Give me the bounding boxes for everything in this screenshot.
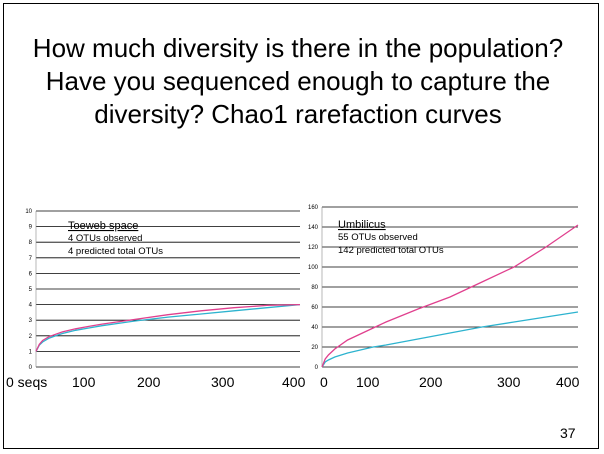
right-x-label-3: 300 <box>497 374 521 390</box>
chart1-y-tick-label: 7 <box>29 256 33 262</box>
chart2-y-tick-label: 60 <box>311 305 318 311</box>
right-x-label-0: 0 <box>320 374 328 390</box>
chart2-y-tick-label: 160 <box>308 205 319 211</box>
chart2-predicted-line <box>321 224 579 368</box>
chart1-annotation: 4 predicted total OTUs <box>68 246 163 257</box>
chart2-observed-line <box>321 311 579 368</box>
left-x-label-0: 0 seqs <box>6 374 48 390</box>
chart1-observed-line <box>35 303 301 352</box>
chart2-y-tick-label: 140 <box>308 225 319 231</box>
page-number: 37 <box>560 425 576 441</box>
chart1-y-tick-label: 4 <box>29 303 33 309</box>
right-x-label-2: 200 <box>419 374 443 390</box>
chart2-y-tick-label: 100 <box>308 265 319 271</box>
left-x-label-3: 300 <box>211 374 235 390</box>
chart1-y-tick-label: 10 <box>25 209 32 215</box>
slide-title: How much diversity is there in the popul… <box>0 32 596 131</box>
left-x-label-4: 400 <box>282 374 306 390</box>
left-x-label-2: 200 <box>137 374 161 390</box>
chart1-y-tick-label: 5 <box>29 287 33 293</box>
chart2-y-tick-label: 40 <box>311 325 318 331</box>
chart2-annotation: 55 OTUs observed <box>338 232 418 243</box>
chart2-y-tick-label: 0 <box>315 365 319 371</box>
chart1-y-tick-label: 2 <box>29 334 33 340</box>
right-x-label-1: 100 <box>356 374 380 390</box>
title-line-3: diversity? Chao1 rarefaction curves <box>94 99 502 129</box>
title-line-2: Have you sequenced enough to capture the <box>45 66 551 96</box>
chart1-y-tick-label: 1 <box>29 349 33 355</box>
chart2-annotation: 142 predicted total OTUs <box>338 245 444 256</box>
chart2-y-tick-label: 20 <box>311 345 318 351</box>
chart1-y-tick-label: 6 <box>29 271 33 277</box>
title-line-1: How much diversity is there in the popul… <box>32 33 564 63</box>
chart1-y-tick-label: 3 <box>29 318 33 324</box>
right-x-label-4: 400 <box>556 374 580 390</box>
chart1-y-tick-label: 9 <box>29 225 33 231</box>
chart2-y-tick-label: 120 <box>308 245 319 251</box>
chart2-title: Umbilicus <box>338 219 386 231</box>
chart1-y-tick-label: 0 <box>29 365 33 371</box>
chart1-y-tick-label: 8 <box>29 240 33 246</box>
chart1-predicted-line <box>35 303 301 352</box>
slide-frame <box>3 3 599 449</box>
left-x-label-1: 100 <box>72 374 96 390</box>
chart1-annotation: 4 OTUs observed <box>68 233 142 244</box>
chart1-title: Toeweb space <box>68 220 138 232</box>
chart2-y-tick-label: 80 <box>311 285 318 291</box>
